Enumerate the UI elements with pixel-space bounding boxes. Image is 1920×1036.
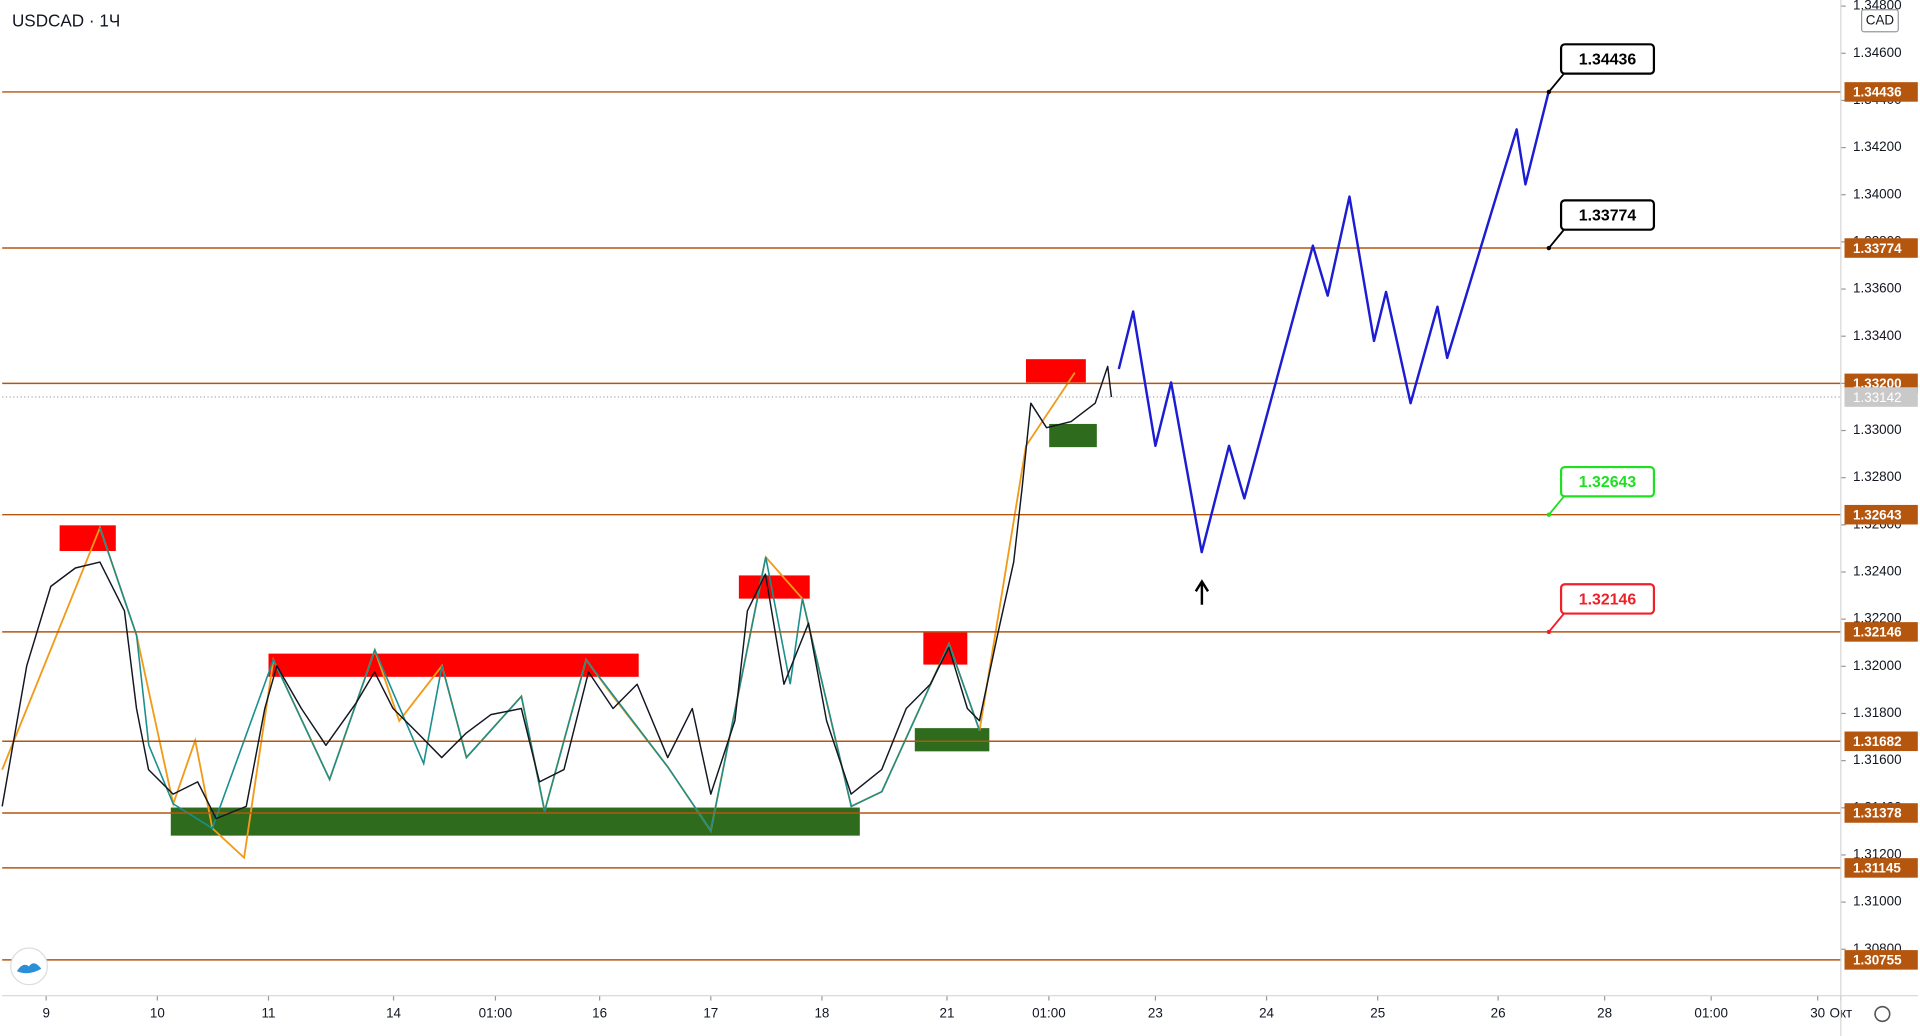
demand-zone bbox=[170, 807, 860, 836]
y-tick-label: 1.33600 bbox=[1853, 281, 1902, 296]
y-tick-label: 1.32200 bbox=[1853, 611, 1902, 626]
level-label-box bbox=[1844, 82, 1918, 102]
level-label-box bbox=[1844, 803, 1918, 823]
annotation-pointer bbox=[1548, 610, 1567, 633]
x-tick-label: 24 bbox=[1259, 1006, 1274, 1021]
supply-zone bbox=[268, 653, 639, 677]
level-label-box bbox=[1844, 622, 1918, 642]
y-tick-label: 1.31600 bbox=[1853, 752, 1902, 767]
level-label: 1.31682 bbox=[1853, 734, 1902, 749]
x-tick-label: 01:00 bbox=[479, 1006, 513, 1021]
x-tick-label: 01:00 bbox=[1032, 1006, 1066, 1021]
supply-zone bbox=[1025, 359, 1086, 383]
x-tick-label: 30 bbox=[1810, 1006, 1825, 1021]
x-tick-label: 23 bbox=[1148, 1006, 1163, 1021]
y-tick-label: 1.33400 bbox=[1853, 328, 1902, 343]
y-tick-label: 1.34000 bbox=[1853, 186, 1902, 201]
y-tick-label: 1.32400 bbox=[1853, 564, 1902, 579]
annotation-box bbox=[1559, 199, 1656, 231]
supply-zone bbox=[923, 631, 968, 665]
annotation-label: 1.32146 bbox=[1579, 591, 1637, 608]
y-tick-label: 1.32000 bbox=[1853, 658, 1902, 673]
forecast-line bbox=[1117, 91, 1550, 554]
x-tick-label: 26 bbox=[1491, 1006, 1506, 1021]
last-price-label: 1.33142 bbox=[1853, 390, 1902, 405]
x-tick-label: 9 bbox=[42, 1006, 49, 1021]
annotation-label: 1.34436 bbox=[1579, 51, 1637, 68]
x-tick-label: 11 bbox=[262, 1006, 276, 1021]
annotation-anchor bbox=[1546, 245, 1552, 251]
level-label: 1.32146 bbox=[1853, 625, 1902, 640]
y-tick-label: 1.31800 bbox=[1853, 705, 1902, 720]
annotation-pointer bbox=[1548, 70, 1567, 93]
level-label-box bbox=[1844, 238, 1918, 258]
x-tick-label: 16 bbox=[592, 1006, 607, 1021]
demand-zone bbox=[1049, 423, 1097, 448]
annotation-anchor bbox=[1546, 512, 1552, 517]
currency: CAD bbox=[1866, 12, 1895, 27]
annotation-anchor bbox=[1546, 89, 1552, 95]
level-label: 1.33774 bbox=[1853, 241, 1902, 256]
settings-icon[interactable] bbox=[1874, 1005, 1891, 1023]
level-label: 1.32643 bbox=[1853, 507, 1902, 522]
currency-box bbox=[1861, 9, 1899, 33]
x-tick-label: 14 bbox=[386, 1006, 401, 1021]
zones bbox=[1, 359, 1097, 860]
y-tick-label: 1.31000 bbox=[1853, 894, 1902, 909]
y-tick-label: 1.32800 bbox=[1853, 469, 1902, 484]
level-label: 1.31378 bbox=[1853, 806, 1902, 821]
demand-zone bbox=[914, 728, 990, 752]
y-tick-label: 1.34600 bbox=[1853, 45, 1902, 60]
level-label-box bbox=[1844, 504, 1918, 525]
y-tick-label: 1.33000 bbox=[1853, 422, 1902, 437]
annotation-label: 1.32643 bbox=[1579, 474, 1637, 491]
x-tick-label: 01:00 bbox=[1694, 1006, 1728, 1021]
zigzag bbox=[99, 527, 981, 833]
chart-title: USDCAD · 1Ч bbox=[12, 12, 120, 31]
level-label: 1.30755 bbox=[1853, 953, 1902, 968]
x-tick-label: 18 bbox=[814, 1006, 829, 1021]
x-tick-label: 10 bbox=[150, 1006, 165, 1021]
logo-icon bbox=[16, 963, 42, 974]
level-label: 1.34436 bbox=[1853, 85, 1902, 100]
annotation-pointer bbox=[1548, 226, 1567, 249]
last-price-box bbox=[1844, 387, 1918, 407]
level-label-box bbox=[1844, 731, 1918, 752]
annotation-box bbox=[1559, 43, 1656, 75]
level-label: 1.31145 bbox=[1853, 861, 1901, 876]
y-tick-label: 1.31200 bbox=[1853, 846, 1902, 861]
level-label-box bbox=[1844, 950, 1918, 970]
annotation-anchor bbox=[1546, 629, 1552, 635]
level-label-box bbox=[1844, 858, 1918, 878]
x-tick-label: 21 bbox=[940, 1006, 955, 1021]
x-tick-label: 25 bbox=[1370, 1006, 1385, 1021]
price-line bbox=[1, 365, 1113, 820]
annotation-pointer bbox=[1548, 493, 1567, 516]
x-tick-label: 17 bbox=[703, 1006, 718, 1021]
x-tick-label: 28 bbox=[1597, 1006, 1612, 1021]
y-tick-label: 1.34200 bbox=[1853, 139, 1902, 154]
arrow bbox=[1194, 579, 1210, 605]
annotation-box bbox=[1559, 465, 1656, 498]
annotation-box bbox=[1559, 583, 1656, 615]
annotation-label: 1.33774 bbox=[1579, 207, 1637, 224]
